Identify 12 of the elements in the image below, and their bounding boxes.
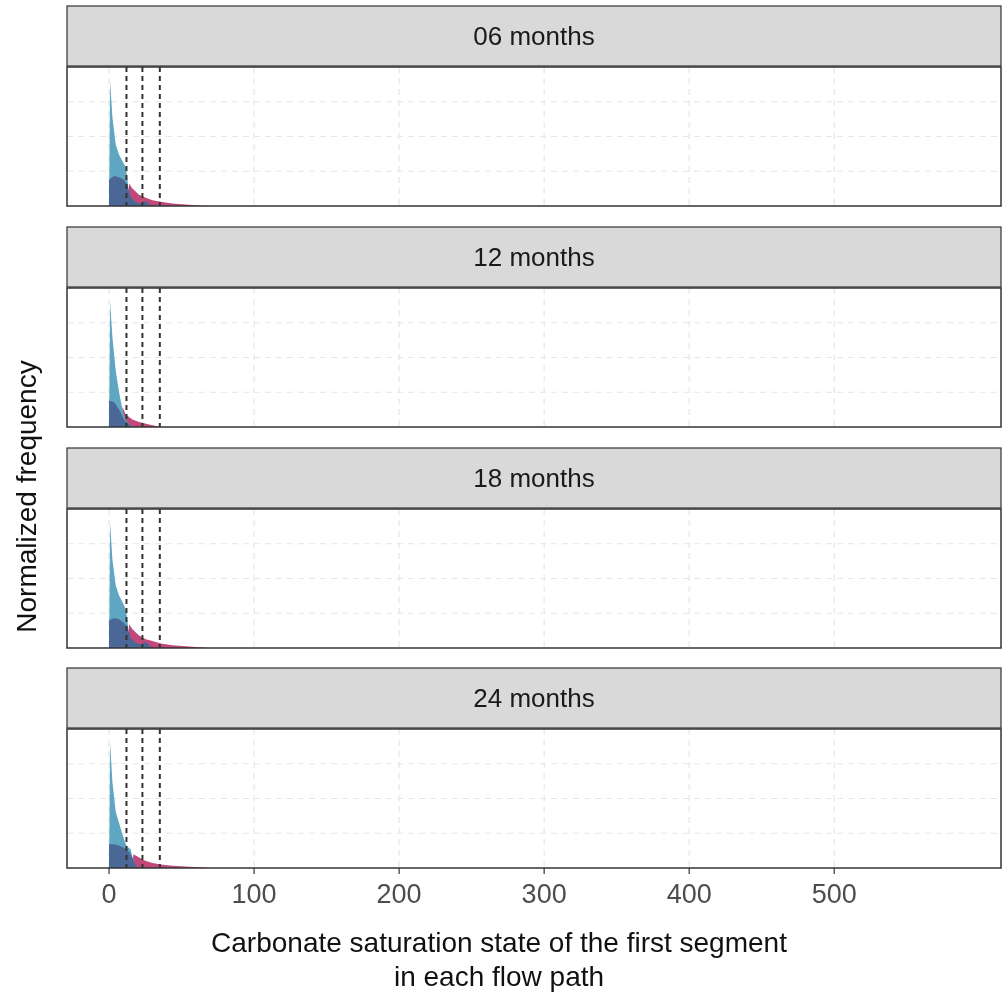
chart-title: 24 months bbox=[473, 683, 595, 713]
chart-title: 06 months bbox=[473, 21, 595, 51]
chart-title: 12 months bbox=[473, 242, 595, 272]
chart-title: 18 months bbox=[473, 463, 595, 493]
x-tick-label: 500 bbox=[811, 879, 857, 909]
x-tick-label: 300 bbox=[521, 879, 567, 909]
x-axis-title: Carbonate saturation state of the first segment in each flow path bbox=[211, 927, 788, 992]
x-tick-label: 400 bbox=[666, 879, 712, 909]
x-tick-label: 0 bbox=[101, 879, 117, 909]
x-tick-label: 100 bbox=[231, 879, 277, 909]
y-axis-title: Normalized frequency bbox=[11, 360, 42, 633]
x-tick-label: 200 bbox=[376, 879, 422, 909]
